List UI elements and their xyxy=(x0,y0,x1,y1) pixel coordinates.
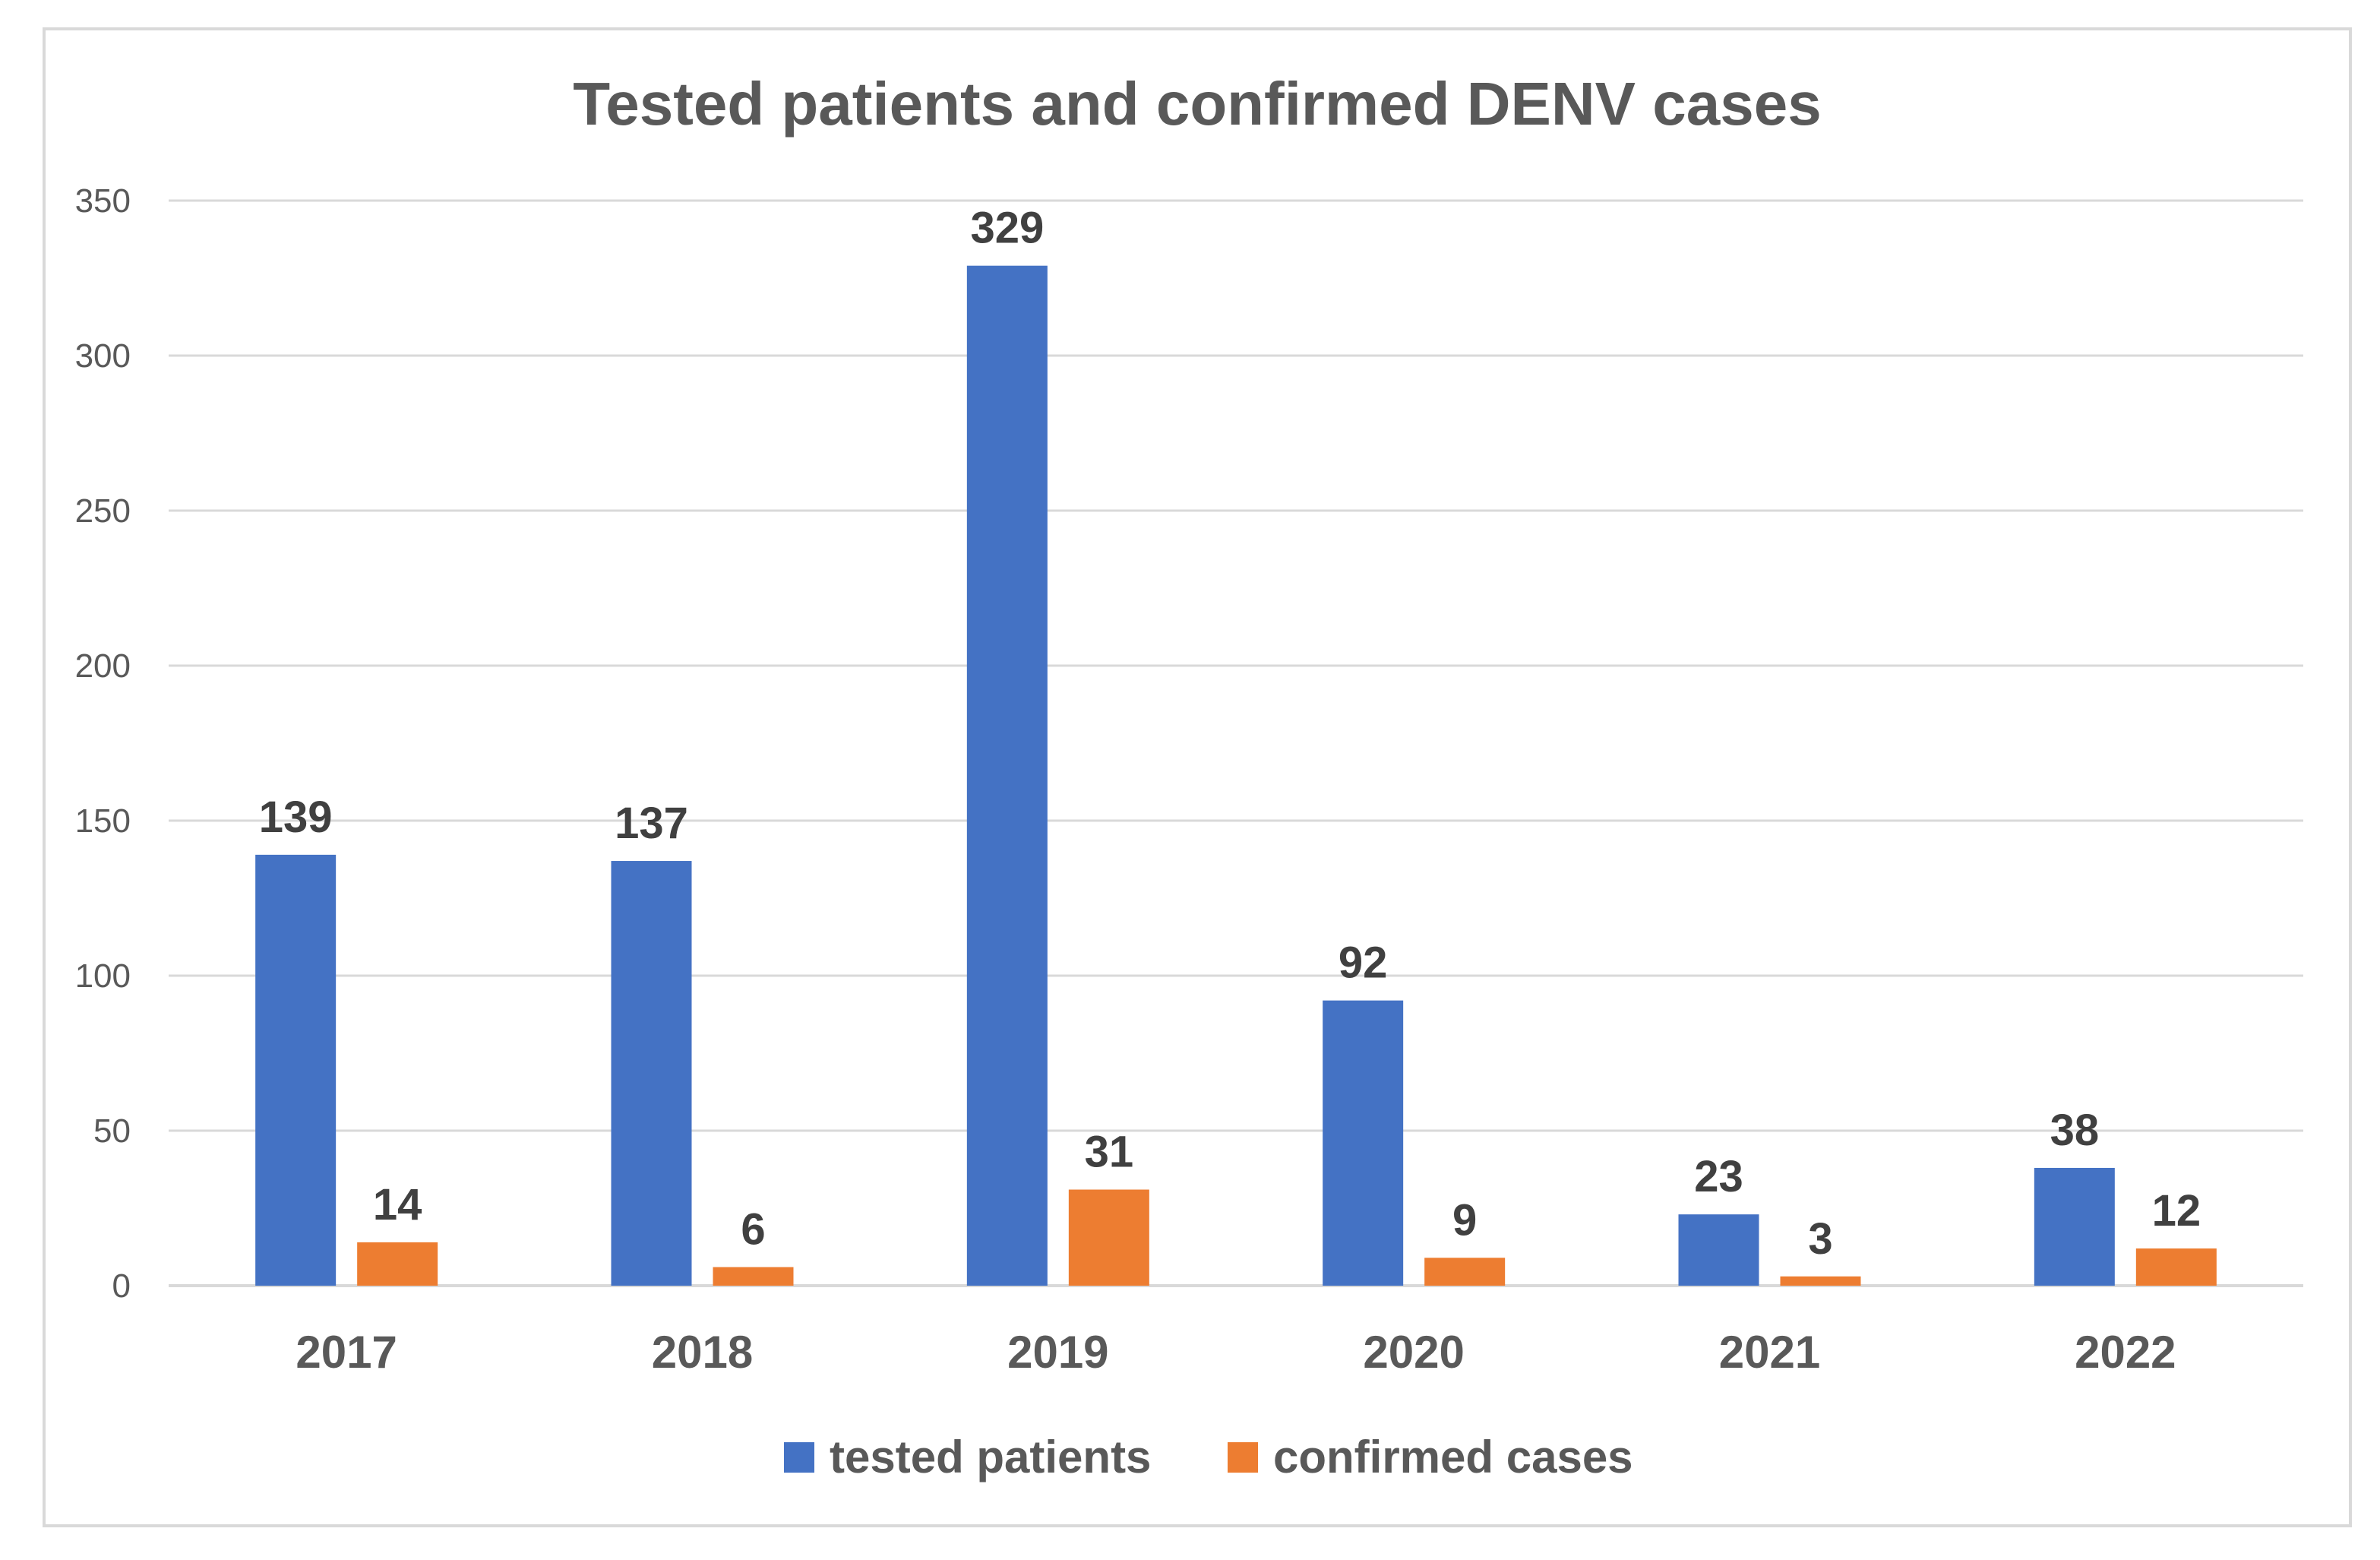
bar-confirmed-cases-2017[interactable] xyxy=(357,1242,438,1286)
x-axis-ticks: 2017 2018 2019 2020 2021 2022 xyxy=(296,1327,2176,1378)
chart-title: Tested patients and confirmed DENV cases xyxy=(573,70,1821,138)
legend[interactable]: tested patients confirmed cases xyxy=(784,1432,1633,1482)
data-label: 92 xyxy=(1339,938,1388,988)
data-labels: 139 14 137 6 329 31 92 9 23 3 38 12 xyxy=(259,204,2201,1264)
legend-swatch xyxy=(1228,1442,1258,1473)
bar-tested-patients-2022[interactable] xyxy=(2034,1167,2115,1286)
data-label: 139 xyxy=(259,793,333,842)
bars xyxy=(255,265,2217,1286)
bar-tested-patients-2018[interactable] xyxy=(611,861,692,1286)
data-label: 38 xyxy=(2050,1106,2100,1155)
data-label: 14 xyxy=(373,1180,422,1229)
legend-item-confirmed-cases[interactable]: confirmed cases xyxy=(1228,1432,1633,1482)
bar-confirmed-cases-2018[interactable] xyxy=(713,1267,794,1286)
legend-item-tested-patients[interactable]: tested patients xyxy=(784,1432,1151,1482)
y-tick-label: 0 xyxy=(112,1267,131,1305)
y-tick-label: 200 xyxy=(75,647,131,685)
y-tick-label: 250 xyxy=(75,492,131,530)
data-label: 3 xyxy=(1808,1214,1832,1264)
data-label: 137 xyxy=(615,799,688,848)
x-tick-label: 2021 xyxy=(1719,1327,1820,1378)
bar-confirmed-cases-2019[interactable] xyxy=(1068,1189,1149,1286)
x-tick-label: 2017 xyxy=(296,1327,397,1378)
bar-confirmed-cases-2022[interactable] xyxy=(2135,1248,2217,1286)
data-label: 329 xyxy=(970,204,1044,253)
data-label: 12 xyxy=(2152,1186,2201,1236)
x-tick-label: 2022 xyxy=(2075,1327,2176,1378)
data-label: 23 xyxy=(1694,1152,1743,1201)
bar-confirmed-cases-2021[interactable] xyxy=(1780,1276,1861,1286)
bar-tested-patients-2020[interactable] xyxy=(1323,1000,1404,1286)
y-tick-label: 100 xyxy=(75,957,131,995)
y-axis-ticks: 0 50 100 150 200 250 300 350 xyxy=(75,182,131,1305)
y-tick-label: 150 xyxy=(75,802,131,840)
bar-tested-patients-2019[interactable] xyxy=(966,265,1048,1286)
y-tick-label: 350 xyxy=(75,182,131,220)
bar-tested-patients-2021[interactable] xyxy=(1678,1214,1759,1286)
data-label: 6 xyxy=(741,1205,765,1255)
bar-confirmed-cases-2020[interactable] xyxy=(1424,1258,1506,1286)
y-tick-label: 300 xyxy=(75,337,131,375)
x-tick-label: 2020 xyxy=(1363,1327,1464,1378)
x-tick-label: 2019 xyxy=(1007,1327,1108,1378)
y-tick-label: 50 xyxy=(93,1112,131,1150)
legend-label: tested patients xyxy=(830,1432,1151,1482)
legend-label: confirmed cases xyxy=(1273,1432,1633,1482)
gridlines xyxy=(169,199,2303,1287)
legend-swatch xyxy=(784,1442,814,1473)
bar-tested-patients-2017[interactable] xyxy=(255,854,337,1286)
data-label: 31 xyxy=(1085,1128,1134,1177)
data-label: 9 xyxy=(1452,1195,1477,1245)
x-tick-label: 2018 xyxy=(652,1327,753,1378)
